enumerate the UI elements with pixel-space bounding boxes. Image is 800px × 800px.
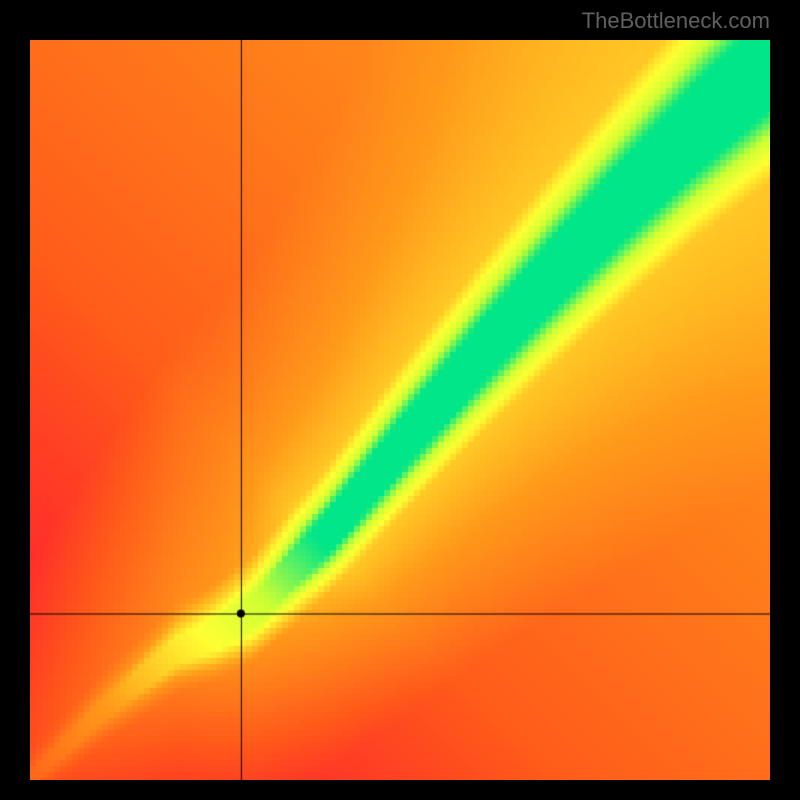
watermark-text: TheBottleneck.com — [582, 8, 770, 34]
heatmap-plot — [30, 40, 770, 780]
heatmap-canvas — [30, 40, 770, 780]
